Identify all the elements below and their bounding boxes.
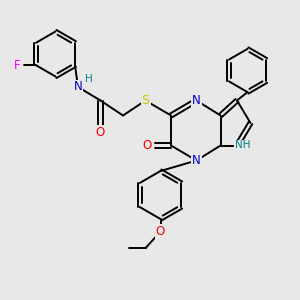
Text: H: H [85,74,92,85]
Text: NH: NH [235,140,250,151]
Text: O: O [96,126,105,140]
Text: N: N [74,80,82,94]
Text: N: N [192,94,201,107]
Text: F: F [14,59,21,72]
Text: O: O [156,225,165,238]
Text: O: O [142,139,152,152]
Text: S: S [142,94,149,107]
Text: N: N [192,154,201,167]
